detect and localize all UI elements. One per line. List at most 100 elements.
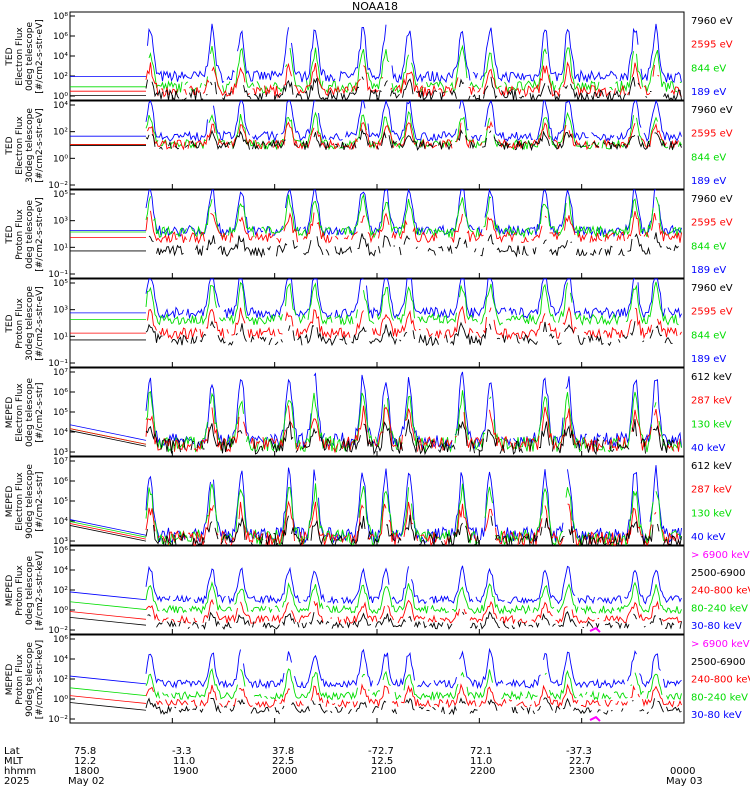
y-tick-label: 10⁴ (53, 52, 68, 62)
y-tick-label: 10⁵ (53, 408, 68, 418)
y-axis-label: Electron Flux (15, 116, 25, 175)
y-axis-label: 30deg telescope (25, 286, 35, 361)
legend-entry: 2595 eV (691, 129, 733, 140)
legend-entry: 7960 eV (691, 105, 733, 116)
legend-entry: 844 eV (691, 63, 726, 74)
panel-frame (69, 634, 685, 724)
footer-mlt-5: 22.7 (569, 756, 592, 767)
footer-label-hhmm: hhmm (4, 766, 37, 777)
footer-label-year: 2025 (4, 776, 30, 787)
series-red-lead (69, 611, 147, 620)
legend-entry: 80-240 keV (691, 692, 748, 703)
y-tick-label: 10⁷ (53, 368, 68, 378)
series-red (145, 500, 681, 547)
y-axis-label: Proton Flux (15, 565, 25, 616)
series-magenta (589, 715, 601, 722)
legend-entry: 844 eV (691, 330, 726, 341)
y-tick-label: 10⁶ (53, 477, 68, 487)
series-black-lead (69, 525, 147, 542)
y-tick-label: 10⁻² (48, 181, 68, 191)
y-tick-label: 10³ (53, 448, 68, 458)
series-black (145, 514, 682, 547)
series-red (145, 405, 681, 454)
footer-mlt-1: 11.0 (173, 756, 196, 767)
y-axis-label: [#/cm2-s-str] (35, 382, 45, 442)
y-tick-label: 10⁶ (53, 388, 68, 398)
series-blue (147, 23, 682, 84)
footer-lat-2: 37.8 (272, 746, 295, 757)
y-tick-label: 10⁵ (53, 279, 68, 289)
y-axis-label: TED (5, 225, 15, 244)
legend-entry: > 6900 keV (691, 639, 750, 650)
y-tick-label: 10³ (53, 537, 68, 547)
footer-hhmm-2: 2000 (272, 766, 298, 777)
series-green-lead (69, 601, 147, 610)
series-blue (145, 278, 682, 320)
legend-entry: 130 keV (691, 419, 732, 430)
series-red (145, 210, 682, 245)
series-red (145, 61, 682, 99)
y-axis-label: TED (5, 136, 15, 155)
y-tick-label: 10¹ (53, 243, 68, 253)
series-blue-lead (69, 424, 147, 441)
y-axis-label: [#/cm2-s-str-eV] (35, 108, 45, 183)
panel-frame (69, 11, 685, 101)
footer-mlt-2: 22.5 (272, 756, 295, 767)
y-axis-label: Electron Flux (15, 27, 25, 86)
series-red-lead (69, 523, 147, 540)
y-tick-label: 10⁻² (48, 715, 68, 725)
panel-frame (69, 278, 685, 368)
y-axis-label: TED (5, 47, 15, 66)
series-black (145, 697, 682, 716)
y-tick-label: 10⁴ (53, 428, 68, 438)
series-black (147, 611, 682, 630)
y-axis-label: [#/cm2-s-str-eV] (35, 197, 45, 272)
panel-0: 10⁰ 10² 10⁴ 10⁶ 10⁸ TED Electron Flux 0deg tele… (5, 11, 733, 102)
legend-entry: > 6900 keV (691, 550, 750, 561)
panel-7: 10⁻² 10⁰ 10² 10⁴ 10⁶ MEPED Proton Flux 90deg te… (5, 634, 750, 725)
chart-title: NOAA18 (351, 0, 399, 13)
y-tick-label: 10⁶ (53, 546, 68, 556)
series-blue (145, 99, 682, 143)
y-axis-label: Proton Flux (15, 209, 25, 260)
footer-lat-3: -72.7 (368, 746, 394, 757)
y-tick-label: 10⁻¹ (48, 359, 68, 369)
panel-4: 10³ 10⁴ 10⁵ 10⁶ 10⁷ MEPED Electron Flux 0deg te… (5, 367, 732, 458)
legend-entry: 7960 eV (691, 283, 733, 294)
footer-lat-4: 72.1 (470, 746, 493, 757)
legend-entry: 40 keV (691, 443, 725, 454)
legend-entry: 612 keV (691, 461, 732, 472)
footer-label-mlt: MLT (4, 756, 23, 767)
y-tick-label: 10⁰ (53, 92, 68, 102)
legend-entry: 2595 eV (691, 218, 733, 229)
legend-entry: 287 keV (691, 485, 732, 496)
series-black (148, 232, 679, 258)
y-axis-label: [#/cm2-s-str-keV] (35, 551, 45, 630)
legend-entry: 30-80 keV (691, 710, 742, 721)
footer-mlt-0: 12.2 (74, 756, 97, 767)
panel-3: 10⁻¹ 10¹ 10³ 10⁵ TED Proton Flux 30deg telesco… (5, 278, 733, 369)
series-blue (145, 647, 682, 690)
legend-entry: 30-80 keV (691, 621, 742, 632)
y-tick-label: 10⁴ (53, 101, 68, 111)
y-axis-label: MEPED (5, 575, 15, 607)
y-axis-label: 90deg telescope (25, 642, 35, 717)
legend-entry: 844 eV (691, 241, 726, 252)
series-blue-lead (69, 519, 147, 536)
series-red-lead (69, 695, 147, 704)
panel-6: 10⁻² 10⁰ 10² 10⁴ 10⁶ MEPED Proton Flux 0deg tel… (5, 545, 750, 636)
y-axis-label: [#/cm2-s-str] (35, 471, 45, 531)
series-black (145, 76, 682, 102)
y-tick-label: 10⁴ (53, 517, 68, 527)
y-axis-label: 0deg telescope (25, 556, 35, 626)
footer-date-0: May 02 (68, 776, 105, 787)
y-axis-label: 0deg telescope (25, 378, 35, 448)
series-blue (145, 565, 682, 605)
footer-hhmm-6: 0000 (670, 766, 696, 777)
legend-entry: 80-240 keV (691, 603, 748, 614)
y-axis-label: Electron Flux (15, 472, 25, 531)
y-axis-label: 0deg telescope (25, 200, 35, 270)
legend-entry: 240-800 keV (691, 675, 750, 686)
series-magenta (589, 626, 601, 633)
y-tick-label: 10² (53, 675, 68, 685)
